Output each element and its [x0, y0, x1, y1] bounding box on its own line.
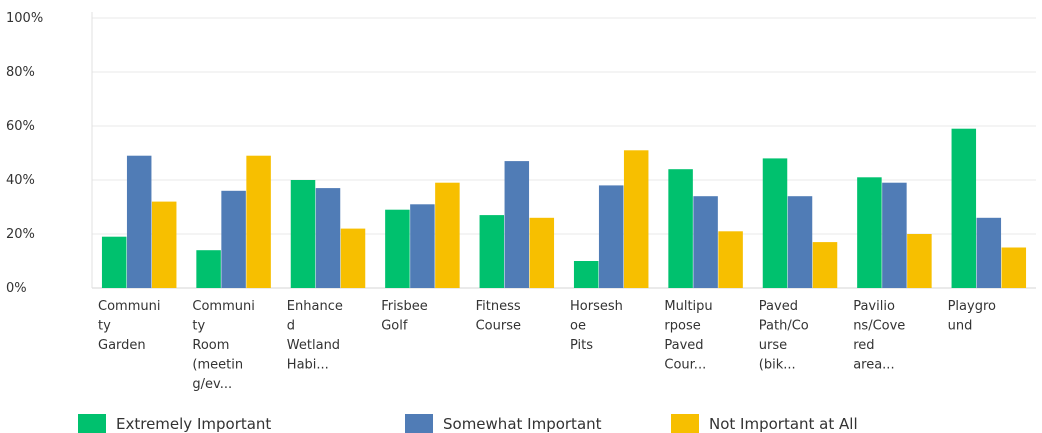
bar — [290, 180, 316, 288]
bar — [385, 209, 410, 288]
x-tick-label: area... — [853, 358, 894, 373]
x-tick-label: Course — [476, 319, 521, 334]
bar — [410, 204, 435, 288]
x-tick-label: Paved — [759, 299, 798, 314]
bar — [151, 201, 177, 288]
bar — [573, 261, 599, 288]
bar — [718, 231, 743, 288]
bar — [762, 158, 788, 288]
x-tick-label: Horsesh — [570, 299, 623, 314]
bar — [787, 196, 813, 288]
y-tick-label: 20% — [6, 227, 35, 242]
y-tick-label: 60% — [6, 119, 35, 134]
y-tick-label: 0% — [6, 281, 27, 296]
bar — [435, 182, 460, 288]
bars — [101, 128, 1027, 288]
y-tick-label: 40% — [6, 173, 35, 188]
x-tick-label: Pavilio — [853, 299, 895, 314]
bar — [882, 182, 907, 288]
x-tick-label: Playgro — [948, 299, 996, 314]
y-tick-label: 100% — [6, 11, 43, 26]
bar — [812, 242, 838, 288]
x-tick-label: Paved — [664, 338, 703, 353]
x-tick-label: Communi — [192, 299, 254, 314]
legend-swatch — [405, 414, 433, 433]
legend-label: Somewhat Important — [443, 415, 602, 433]
bar — [668, 169, 693, 288]
x-tick-label: g/ev... — [192, 377, 232, 392]
bar — [623, 150, 649, 288]
bar — [246, 155, 271, 288]
y-tick-label: 80% — [6, 65, 35, 80]
x-tick-label: Golf — [381, 319, 408, 334]
bar — [693, 196, 718, 288]
x-tick-label: (meetin — [192, 358, 243, 373]
x-tick-label: (bik... — [759, 358, 796, 373]
x-tick-label: Cour... — [664, 358, 706, 373]
x-tick-label: Communi — [98, 299, 160, 314]
bar — [857, 177, 882, 288]
bar — [951, 128, 977, 288]
bar — [1001, 247, 1027, 288]
bar — [101, 236, 127, 288]
bar — [598, 185, 624, 288]
x-tick-label: Habi... — [287, 358, 329, 373]
bar — [907, 234, 932, 288]
x-tick-label: d — [287, 319, 295, 334]
x-tick-label: Garden — [98, 338, 146, 353]
x-tick-label: ty — [98, 319, 111, 334]
legend: Extremely Important Somewhat Important Not… — [78, 414, 858, 433]
x-tick-label: Wetland — [287, 338, 340, 353]
x-tick-label: rpose — [664, 319, 700, 334]
bar — [504, 161, 530, 288]
x-tick-label: Path/Co — [759, 319, 809, 334]
bar — [221, 190, 246, 288]
legend-label: Extremely Important — [116, 415, 271, 433]
x-tick-label: urse — [759, 338, 787, 353]
bar — [479, 215, 505, 288]
y-axis-ticks: 0% 20% 40% 60% 80% 100% — [6, 11, 43, 296]
x-tick-label: Room — [192, 338, 229, 353]
x-tick-label: Fitness — [476, 299, 521, 314]
x-tick-label: red — [853, 338, 874, 353]
bar — [315, 188, 341, 288]
x-tick-label: ty — [192, 319, 205, 334]
x-tick-label: oe — [570, 319, 586, 334]
bar — [976, 217, 1002, 288]
bar — [340, 228, 366, 288]
x-tick-label: und — [948, 319, 973, 334]
x-tick-label: ns/Cove — [853, 319, 905, 334]
bar — [529, 217, 555, 288]
x-tick-label: Multipu — [664, 299, 712, 314]
x-tick-label: Pits — [570, 338, 593, 353]
legend-swatch — [78, 414, 106, 433]
bar — [126, 155, 152, 288]
legend-label: Not Important at All — [709, 415, 858, 433]
bar — [196, 250, 221, 288]
legend-swatch — [671, 414, 699, 433]
x-tick-label: Frisbee — [381, 299, 428, 314]
x-tick-label: Enhance — [287, 299, 343, 314]
category-labels: Communi ty Garden Communi ty Room (meetin g/ev.… — [98, 299, 996, 392]
